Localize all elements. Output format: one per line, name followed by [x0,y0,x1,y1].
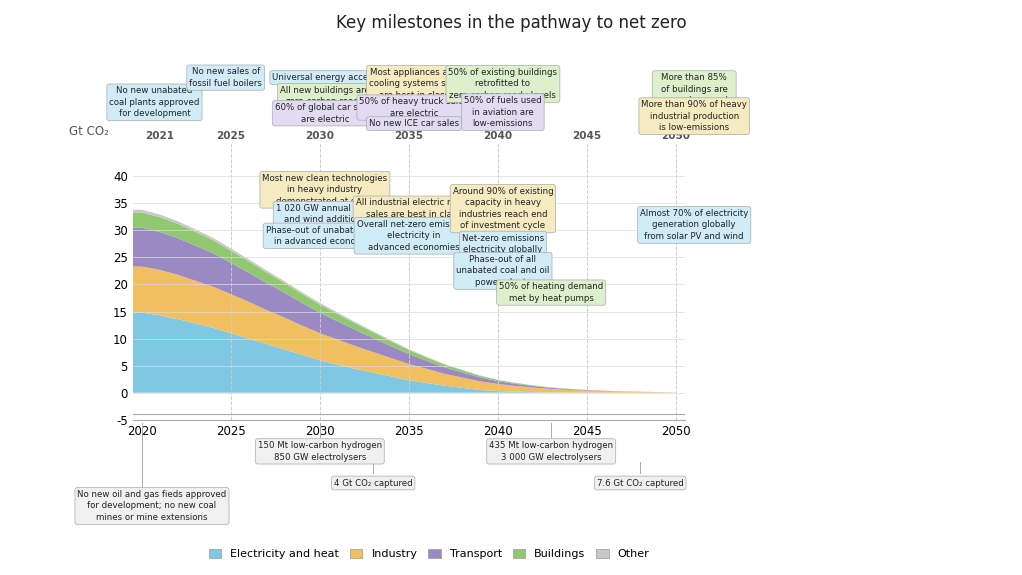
Text: 1 020 GW annual solar
and wind additions: 1 020 GW annual solar and wind additions [276,204,374,224]
Text: Gt CO₂: Gt CO₂ [69,125,109,138]
Text: 2035: 2035 [394,132,423,141]
Text: 7.6 Gt CO₂ captured: 7.6 Gt CO₂ captured [597,478,684,488]
Text: No new ICE car sales: No new ICE car sales [369,119,459,128]
Text: 2050: 2050 [661,132,690,141]
Text: Phase-out of unabated coal
in advanced economies: Phase-out of unabated coal in advanced e… [266,225,384,246]
Text: 2021: 2021 [145,132,174,141]
Text: No new sales of
fossil fuel boilers: No new sales of fossil fuel boilers [189,67,262,88]
Text: 50% of heavy truck sales
are electric: 50% of heavy truck sales are electric [360,97,468,118]
Text: 150 Mt low-carbon hydrogen
850 GW electrolysers: 150 Mt low-carbon hydrogen 850 GW electr… [258,441,382,462]
Text: All new buildings are
zero-carbon-ready: All new buildings are zero-carbon-ready [280,86,370,106]
Text: 4 Gt CO₂ captured: 4 Gt CO₂ captured [334,478,413,488]
Text: Overall net-zero emissions
electricity in
advanced economies: Overall net-zero emissions electricity i… [357,220,471,252]
Text: Phase-out of all
unabated coal and oil
power plants: Phase-out of all unabated coal and oil p… [456,255,550,287]
Text: More than 90% of heavy
industrial production
is low-emissions: More than 90% of heavy industrial produc… [641,100,747,132]
Text: Around 90% of existing
capacity in heavy
industries reach end
of investment cycl: Around 90% of existing capacity in heavy… [453,187,553,231]
Text: Most new clean technologies
in heavy industry
demonstrated at scale: Most new clean technologies in heavy ind… [263,174,387,206]
Text: 50% of fuels used
in aviation are
low-emissions: 50% of fuels used in aviation are low-em… [464,96,542,128]
Text: Almost 70% of electricity
generation globally
from solar PV and wind: Almost 70% of electricity generation glo… [640,209,748,241]
Text: Most appliances and
cooling systems sold
are best in class: Most appliances and cooling systems sold… [369,68,459,100]
Legend: Electricity and heat, Industry, Transport, Buildings, Other: Electricity and heat, Industry, Transpor… [204,545,654,564]
Text: More than 85%
of buildings are
zero-carbon-ready: More than 85% of buildings are zero-carb… [655,73,734,105]
Text: 2045: 2045 [572,132,601,141]
Text: 50% of existing buildings
retrofitted to
zero-carbon-ready levels: 50% of existing buildings retrofitted to… [449,68,557,100]
Text: Universal energy access: Universal energy access [272,73,377,82]
Text: Net-zero emissions
electricity globally: Net-zero emissions electricity globally [462,233,544,254]
Text: 435 Mt low-carbon hydrogen
3 000 GW electrolysers: 435 Mt low-carbon hydrogen 3 000 GW elec… [490,441,613,462]
Text: Key milestones in the pathway to net zero: Key milestones in the pathway to net zer… [335,14,687,32]
Text: 2040: 2040 [483,132,512,141]
Text: No new unabated
coal plants approved
for development: No new unabated coal plants approved for… [109,86,199,118]
Text: 2030: 2030 [306,132,334,141]
Text: No new oil and gas fieds approved
for development; no new coal
mines or mine ext: No new oil and gas fieds approved for de… [78,490,227,522]
Text: 50% of heating demand
met by heat pumps: 50% of heating demand met by heat pumps [499,282,603,303]
Text: 2025: 2025 [217,132,245,141]
Text: All industrial electric motor
sales are best in class: All industrial electric motor sales are … [356,198,472,219]
Text: 60% of global car sales
are electric: 60% of global car sales are electric [275,103,375,124]
